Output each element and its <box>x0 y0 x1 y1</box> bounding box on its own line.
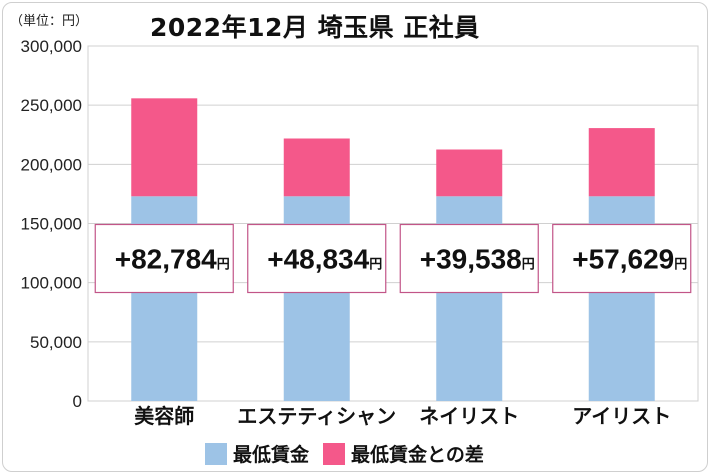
data-label: +57,629円 <box>572 244 687 275</box>
data-label-box <box>94 223 234 294</box>
data-label: +48,834円 <box>267 244 382 275</box>
y-tick-label: 100,000 <box>21 274 82 293</box>
bar-diff <box>283 138 350 197</box>
bar-diff <box>131 98 198 197</box>
legend-label-diff: 最低賃金との差 <box>351 444 484 466</box>
data-label: +82,784円 <box>115 244 230 275</box>
legend-swatch-diff <box>323 442 346 465</box>
data-label-box <box>399 223 539 294</box>
chart-title: 2022年12月 埼玉県 正社員 <box>150 13 480 42</box>
x-category-label: ネイリスト <box>419 404 519 428</box>
legend: 最低賃金 最低賃金との差 <box>205 440 484 467</box>
data-label-box <box>552 223 692 294</box>
bar-diff <box>588 128 655 197</box>
unit-label: （単位：円） <box>10 14 89 29</box>
y-tick-label: 250,000 <box>21 96 82 115</box>
x-category-label: 美容師 <box>134 404 194 428</box>
x-category-label: アイリスト <box>572 404 671 428</box>
y-tick-label: 150,000 <box>21 215 82 234</box>
data-label-box <box>247 223 387 294</box>
y-tick-label: 200,000 <box>21 155 82 174</box>
y-tick-label: 0 <box>73 392 82 411</box>
y-tick-label: 50,000 <box>30 333 82 352</box>
legend-item-min-wage: 最低賃金 <box>205 440 309 467</box>
legend-label-min-wage: 最低賃金 <box>233 444 310 466</box>
y-tick-label: 300,000 <box>21 37 82 56</box>
legend-item-diff: 最低賃金との差 <box>323 440 484 467</box>
legend-swatch-min-wage <box>205 442 227 465</box>
data-label: +39,538円 <box>420 244 535 275</box>
bar-diff <box>436 149 503 197</box>
x-category-label: エステティシャン <box>237 404 396 428</box>
